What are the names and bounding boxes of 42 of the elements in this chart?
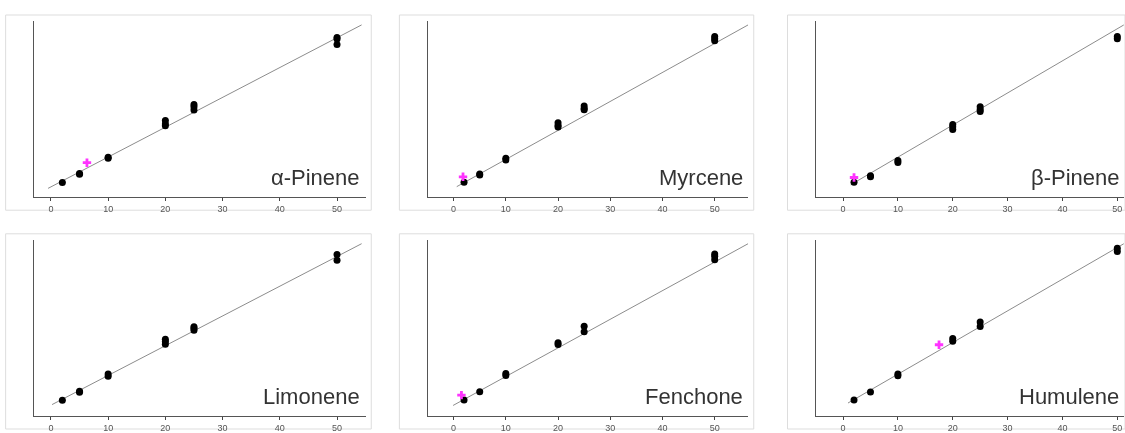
x-tick-label: 50	[709, 422, 720, 433]
text: β-Pinene	[1031, 165, 1120, 190]
x-tick-label: 40	[274, 422, 285, 433]
x-tick-label: 0	[48, 204, 54, 215]
x-tick-label: 50	[332, 422, 343, 433]
x-tick-label: 30	[217, 204, 228, 215]
x-tick-label: 50	[332, 204, 343, 215]
x-tick-label: 0	[451, 204, 457, 215]
x-tick-label: 30	[605, 422, 616, 433]
x-tick-label: 20	[553, 422, 564, 433]
x-tick-label: 40	[1057, 204, 1068, 215]
x-tick-label: 0	[840, 204, 846, 215]
text: Myrcene	[659, 165, 744, 190]
text: Limonene	[263, 384, 360, 409]
x-tick-label: 0	[451, 422, 457, 433]
x-tick-label: 40	[274, 204, 285, 215]
x-tick-label: 0	[840, 422, 846, 433]
text: Humulene	[1019, 384, 1120, 409]
x-tick-label: 20	[947, 422, 958, 433]
x-tick-label: 30	[217, 422, 228, 433]
x-tick-label: 10	[103, 204, 114, 215]
x-tick-label: 10	[500, 422, 511, 433]
x-tick-label: 40	[657, 204, 668, 215]
x-tick-label: 50	[709, 204, 720, 215]
x-tick-label: 30	[1002, 422, 1013, 433]
x-tick-label: 0	[48, 422, 54, 433]
x-tick-label: 40	[657, 422, 668, 433]
x-tick-label: 10	[892, 422, 903, 433]
x-tick-label: 20	[160, 204, 171, 215]
x-tick-label: 20	[947, 204, 958, 215]
x-tick-label: 30	[1002, 204, 1013, 215]
x-tick-label: 20	[553, 204, 564, 215]
text: Fenchone	[645, 384, 743, 409]
x-tick-label: 30	[605, 204, 616, 215]
x-tick-label: 50	[1112, 204, 1123, 215]
x-tick-label: 10	[500, 204, 511, 215]
x-tick-label: 10	[892, 204, 903, 215]
x-tick-label: 20	[160, 422, 171, 433]
text: α-Pinene	[271, 165, 360, 190]
x-tick-label: 10	[103, 422, 114, 433]
x-tick-label: 50	[1112, 422, 1123, 433]
x-tick-label: 40	[1057, 422, 1068, 433]
